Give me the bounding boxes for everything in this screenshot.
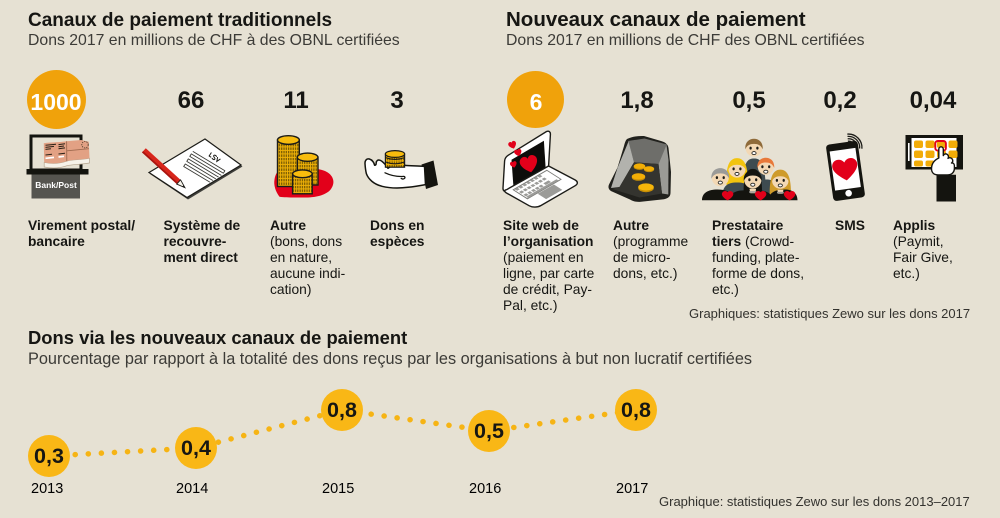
svg-text:0,8: 0,8: [327, 398, 357, 422]
svg-text:0,3: 0,3: [34, 444, 64, 468]
svg-text:0,8: 0,8: [621, 398, 651, 422]
svg-text:0,4: 0,4: [181, 436, 211, 460]
svg-text:0,5: 0,5: [474, 419, 504, 443]
